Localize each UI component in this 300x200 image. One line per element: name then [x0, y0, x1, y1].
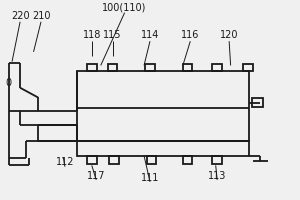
Bar [145, 64, 155, 71]
Bar [77, 141, 248, 156]
Text: 0: 0 [5, 78, 11, 88]
Text: 115: 115 [103, 30, 122, 40]
Bar [110, 156, 119, 164]
Bar [87, 156, 97, 164]
Text: 112: 112 [56, 157, 74, 167]
Text: 120: 120 [220, 30, 239, 40]
Text: 100(110): 100(110) [102, 2, 147, 12]
Text: 118: 118 [82, 30, 101, 40]
Bar [212, 64, 222, 71]
Bar [182, 156, 192, 164]
Text: 111: 111 [141, 173, 159, 183]
Bar [108, 64, 118, 71]
Text: 113: 113 [208, 171, 226, 181]
Text: 116: 116 [181, 30, 200, 40]
Text: 220: 220 [11, 11, 29, 21]
Bar [243, 64, 253, 71]
Bar [182, 64, 192, 71]
Bar [212, 156, 222, 164]
Text: 114: 114 [141, 30, 159, 40]
Bar [147, 156, 156, 164]
Bar [87, 64, 97, 71]
Bar [77, 71, 248, 141]
Bar [252, 98, 263, 107]
Text: 210: 210 [32, 11, 50, 21]
Text: 117: 117 [87, 171, 106, 181]
